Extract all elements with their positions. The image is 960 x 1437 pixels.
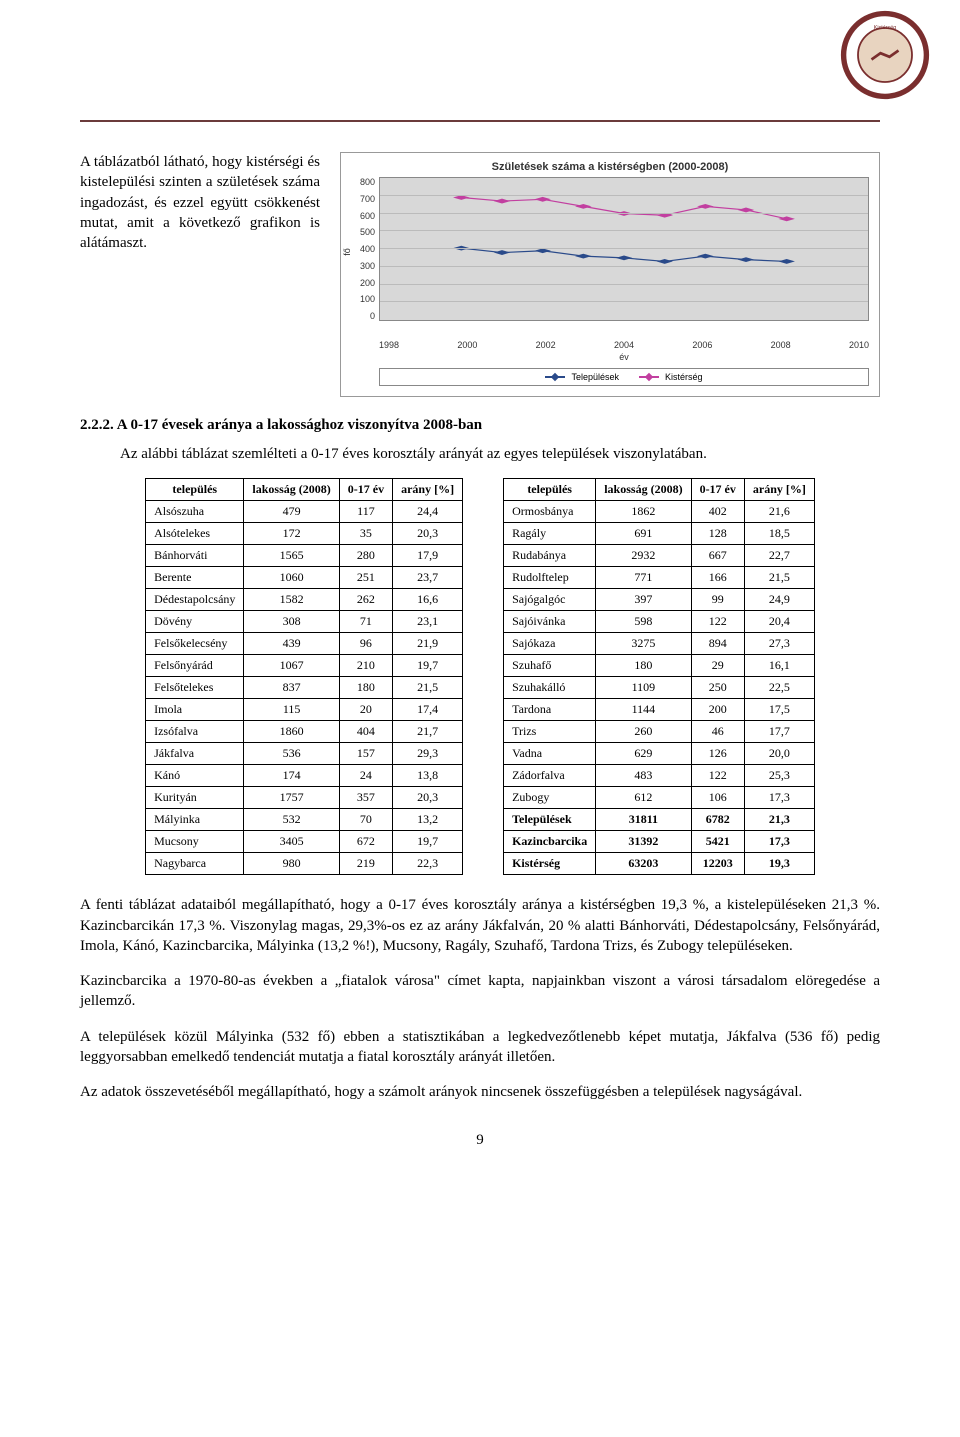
page-number: 9 bbox=[80, 1132, 880, 1149]
table-row: Tardona114420017,5 bbox=[504, 699, 815, 721]
body-paragraph-1: A fenti táblázat adataiból megállapíthat… bbox=[80, 895, 880, 956]
table-row: Kazincbarcika31392542117,3 bbox=[504, 831, 815, 853]
y-tick: 400 bbox=[351, 244, 375, 254]
table-row: Települések31811678221,3 bbox=[504, 809, 815, 831]
table-row: Ragály69112818,5 bbox=[504, 523, 815, 545]
table-row: Rudolftelep77116621,5 bbox=[504, 567, 815, 589]
table-row: Dövény3087123,1 bbox=[146, 611, 463, 633]
table-row: Bánhorváti156528017,9 bbox=[146, 545, 463, 567]
header-rule bbox=[80, 120, 880, 122]
org-logo-icon: Kistérség bbox=[840, 10, 930, 100]
x-tick: 2006 bbox=[692, 340, 712, 350]
y-tick: 200 bbox=[351, 278, 375, 288]
section-title: A 0-17 évesek aránya a lakossághoz viszo… bbox=[117, 417, 482, 433]
y-tick: 100 bbox=[351, 294, 375, 304]
table-header: település bbox=[146, 479, 244, 501]
x-tick: 2000 bbox=[457, 340, 477, 350]
x-tick: 2002 bbox=[536, 340, 556, 350]
y-tick: 0 bbox=[351, 311, 375, 321]
table-header: település bbox=[504, 479, 596, 501]
chart-x-axis: 1998 2000 2002 2004 2006 2008 2010 bbox=[379, 340, 869, 350]
table-row: Jákfalva53615729,3 bbox=[146, 743, 463, 765]
legend-label: Települések bbox=[571, 372, 619, 382]
table-row: Mályinka5327013,2 bbox=[146, 809, 463, 831]
population-table-left: településlakosság (2008)0-17 évarány [%]… bbox=[145, 478, 463, 875]
y-tick: 600 bbox=[351, 211, 375, 221]
section-heading: 2.2.2. A 0-17 évesek aránya a lakosságho… bbox=[80, 417, 880, 434]
section-intro: Az alábbi táblázat szemlélteti a 0-17 év… bbox=[120, 444, 880, 464]
chart-x-label: év bbox=[379, 352, 869, 362]
y-tick: 300 bbox=[351, 261, 375, 271]
table-row: Sajókaza327589427,3 bbox=[504, 633, 815, 655]
table-row: Kistérség632031220319,3 bbox=[504, 853, 815, 875]
section-number: 2.2.2. bbox=[80, 417, 114, 433]
x-tick: 2010 bbox=[849, 340, 869, 350]
table-header: 0-17 év bbox=[339, 479, 392, 501]
table-row: Vadna62912620,0 bbox=[504, 743, 815, 765]
table-row: Felsőtelekes83718021,5 bbox=[146, 677, 463, 699]
table-header: 0-17 év bbox=[691, 479, 744, 501]
table-row: Imola1152017,4 bbox=[146, 699, 463, 721]
births-chart: Születések száma a kistérségben (2000-20… bbox=[340, 152, 880, 397]
table-header: lakosság (2008) bbox=[244, 479, 339, 501]
table-row: Sajógalgóc3979924,9 bbox=[504, 589, 815, 611]
chart-y-label: fő bbox=[342, 248, 352, 256]
legend-item: Települések bbox=[545, 372, 619, 382]
table-row: Izsófalva186040421,7 bbox=[146, 721, 463, 743]
x-tick: 2008 bbox=[771, 340, 791, 350]
table-row: Mucsony340567219,7 bbox=[146, 831, 463, 853]
table-row: Alsótelekes1723520,3 bbox=[146, 523, 463, 545]
table-row: Kánó1742413,8 bbox=[146, 765, 463, 787]
svg-text:Kistérség: Kistérség bbox=[874, 25, 896, 31]
legend-item: Kistérség bbox=[639, 372, 703, 382]
table-header: arány [%] bbox=[393, 479, 463, 501]
legend-label: Kistérség bbox=[665, 372, 703, 382]
y-tick: 800 bbox=[351, 177, 375, 187]
table-row: Dédestapolcsány158226216,6 bbox=[146, 589, 463, 611]
table-row: Szuhakálló110925022,5 bbox=[504, 677, 815, 699]
table-header: lakosság (2008) bbox=[596, 479, 691, 501]
table-row: Ormosbánya186240221,6 bbox=[504, 501, 815, 523]
x-tick: 2004 bbox=[614, 340, 634, 350]
body-paragraph-3: A települések közül Mályinka (532 fő) eb… bbox=[80, 1027, 880, 1068]
intro-paragraph: A táblázatból látható, hogy kistérségi é… bbox=[80, 152, 320, 253]
table-row: Kurityán175735720,3 bbox=[146, 787, 463, 809]
table-row: Zádorfalva48312225,3 bbox=[504, 765, 815, 787]
population-table-right: településlakosság (2008)0-17 évarány [%]… bbox=[503, 478, 815, 875]
x-tick: 1998 bbox=[379, 340, 399, 350]
table-row: Alsószuha47911724,4 bbox=[146, 501, 463, 523]
chart-title: Születések száma a kistérségben (2000-20… bbox=[351, 161, 869, 173]
body-paragraph-4: Az adatok összevetéséből megállapítható,… bbox=[80, 1082, 880, 1102]
table-row: Felsőkelecsény4399621,9 bbox=[146, 633, 463, 655]
table-row: Zubogy61210617,3 bbox=[504, 787, 815, 809]
table-row: Berente106025123,7 bbox=[146, 567, 463, 589]
table-row: Rudabánya293266722,7 bbox=[504, 545, 815, 567]
table-row: Szuhafő1802916,1 bbox=[504, 655, 815, 677]
body-paragraph-2: Kazincbarcika a 1970-80-as években a „fi… bbox=[80, 971, 880, 1012]
chart-legend: Települések Kistérség bbox=[379, 368, 869, 386]
table-row: Nagybarca98021922,3 bbox=[146, 853, 463, 875]
y-tick: 700 bbox=[351, 194, 375, 204]
table-row: Felsőnyárád106721019,7 bbox=[146, 655, 463, 677]
table-row: Trizs2604617,7 bbox=[504, 721, 815, 743]
chart-y-axis: 0 100 200 300 400 500 600 700 800 bbox=[351, 177, 379, 321]
table-header: arány [%] bbox=[744, 479, 814, 501]
chart-plot-area bbox=[379, 177, 869, 321]
y-tick: 500 bbox=[351, 227, 375, 237]
table-row: Sajóivánka59812220,4 bbox=[504, 611, 815, 633]
